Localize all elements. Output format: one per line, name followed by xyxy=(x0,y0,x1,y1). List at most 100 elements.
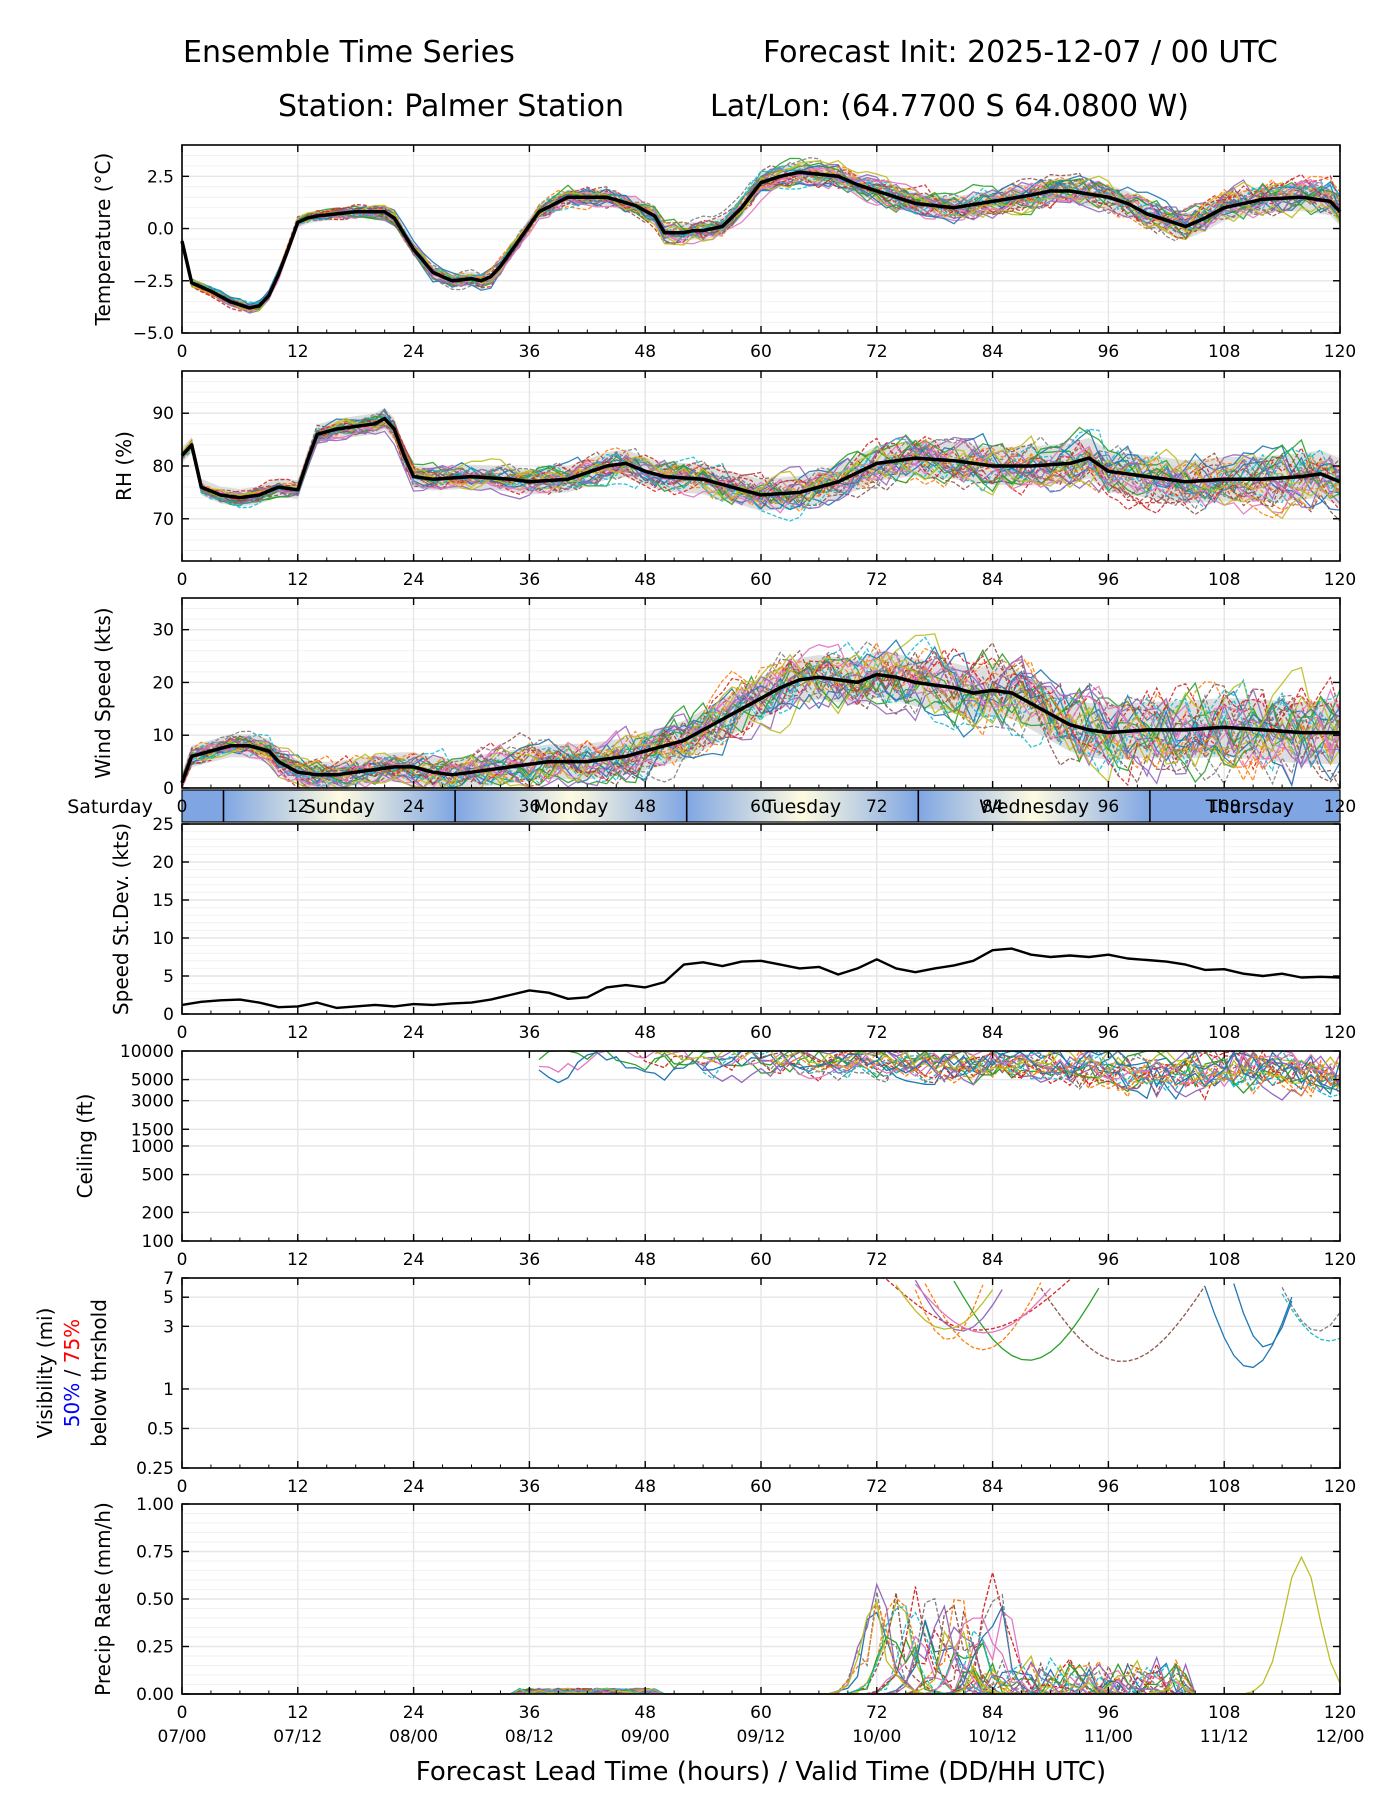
ceiling-xtick-label: 84 xyxy=(982,1250,1004,1270)
wind_speed-member-line xyxy=(181,651,1341,789)
visibility-sep: / xyxy=(60,1363,84,1382)
temperature-ytick-label: 2.5 xyxy=(147,167,174,187)
valid-time-label: 11/12 xyxy=(1200,1727,1249,1747)
wind_speed-xtick-label: 96 xyxy=(1098,797,1120,817)
ceiling-member-line xyxy=(828,1050,1341,1096)
ceiling-xtick-label: 72 xyxy=(866,1250,888,1270)
ensemble-mean-lines xyxy=(180,170,1342,1010)
visibility-xtick-label: 96 xyxy=(1098,1477,1120,1497)
ceiling-member-line xyxy=(538,1050,1341,1093)
ceiling-xtick-label: 108 xyxy=(1208,1250,1240,1270)
ceiling-member-line xyxy=(837,1050,1341,1098)
day-label: Saturday xyxy=(67,796,153,818)
ceiling-member-line xyxy=(837,1050,1341,1099)
panel-visibility xyxy=(181,1277,1341,1469)
precip_rate-ytick-label: 0.25 xyxy=(136,1638,174,1658)
speed_stdev-xtick-label: 72 xyxy=(866,1023,888,1043)
wind_speed-member-line xyxy=(181,633,1341,789)
wind_speed-member-line xyxy=(181,647,1341,784)
visibility-members xyxy=(885,1278,1341,1369)
speed_stdev-xtick-label: 0 xyxy=(177,1023,188,1043)
wind_speed-member-line xyxy=(181,655,1341,789)
ceiling-xtick-label: 36 xyxy=(519,1250,541,1270)
rh-xtick-label: 60 xyxy=(750,570,772,590)
rh-xtick-label: 108 xyxy=(1208,570,1240,590)
wind_speed-xtick-label: 60 xyxy=(750,797,772,817)
visibility-member-line xyxy=(1281,1286,1341,1332)
ceiling-ytick-label: 100 xyxy=(142,1232,174,1252)
rh-member-line xyxy=(181,412,1341,509)
rh-xtick-label: 72 xyxy=(866,570,888,590)
valid-time-label: 08/12 xyxy=(505,1727,554,1747)
ceiling-ytick-label: 1500 xyxy=(131,1120,174,1140)
station-latlon: Lat/Lon: (64.7700 S 64.0800 W) xyxy=(710,89,1190,124)
visibility-xtick-label: 48 xyxy=(634,1477,656,1497)
precip_rate-xtick-label: 36 xyxy=(519,1703,541,1723)
ceiling-ylabel: Ceiling (ft) xyxy=(73,1094,97,1199)
ceiling-ytick-label: 10000 xyxy=(120,1042,174,1062)
visibility-member-line xyxy=(914,1279,1003,1332)
temperature-xtick-label: 24 xyxy=(403,342,425,362)
speed_stdev-xtick-label: 120 xyxy=(1324,1023,1356,1043)
wind_speed-xtick-label: 24 xyxy=(403,797,425,817)
day-segment xyxy=(455,790,687,822)
rh-member-line xyxy=(181,408,1341,506)
visibility-member-line xyxy=(885,1278,1071,1331)
visibility-ylabel: Visibility (mi) xyxy=(33,1308,57,1439)
visibility-xtick-label: 108 xyxy=(1208,1477,1240,1497)
visibility-member-line xyxy=(895,1284,994,1330)
speed_stdev-xtick-label: 12 xyxy=(287,1023,309,1043)
day-segment xyxy=(1149,790,1340,822)
rh-ytick-label: 70 xyxy=(152,510,174,530)
temperature-member-line xyxy=(181,167,1341,304)
ceiling-member-line xyxy=(789,1049,1341,1088)
temperature-xtick-label: 120 xyxy=(1324,342,1356,362)
ceiling-xtick-label: 48 xyxy=(634,1250,656,1270)
precip_rate-xtick-label: 24 xyxy=(403,1703,425,1723)
visibility-axes xyxy=(181,1277,1341,1469)
ceiling-xtick-label: 96 xyxy=(1098,1250,1120,1270)
temperature-ytick-label: −5.0 xyxy=(133,324,174,344)
ceiling-ytick-label: 200 xyxy=(142,1203,174,1223)
visibility-ytick-label: 0.25 xyxy=(136,1459,174,1479)
rh-member-line xyxy=(181,417,1341,511)
visibility-threshold-label: 50% / 75% xyxy=(60,1319,84,1427)
rh-ytick-label: 90 xyxy=(152,404,174,424)
wind_speed-mean-line xyxy=(180,672,1340,784)
visibility-xtick-label: 12 xyxy=(287,1477,309,1497)
panel-frames xyxy=(181,144,1341,1695)
visibility-member-line xyxy=(1281,1293,1341,1342)
visibility-ylabel-sub: below thrshold xyxy=(87,1299,111,1447)
visibility-xtick-label: 36 xyxy=(519,1477,541,1497)
precip_rate-xtick-label: 12 xyxy=(287,1703,309,1723)
day-segment xyxy=(918,790,1150,822)
ceiling-axes xyxy=(181,1050,1341,1242)
wind_speed-xtick-label: 108 xyxy=(1208,797,1240,817)
visibility-ytick-label: 3 xyxy=(163,1317,174,1337)
ceiling-member-line xyxy=(770,1050,1341,1094)
speed_stdev-ylabel: Speed St.Dev. (kts) xyxy=(109,823,133,1015)
wind_speed-xtick-label: 0 xyxy=(177,797,188,817)
rh-xtick-label: 120 xyxy=(1324,570,1356,590)
visibility-xtick-label: 24 xyxy=(403,1477,425,1497)
visibility-ytick-label: 5 xyxy=(163,1288,174,1308)
wind_speed-member-line xyxy=(181,640,1341,789)
temperature-xtick-label: 12 xyxy=(287,342,309,362)
speed_stdev-ytick-label: 15 xyxy=(152,891,174,911)
speed_stdev-line xyxy=(181,947,1341,1010)
rh-xtick-label: 48 xyxy=(634,570,656,590)
visibility-member-line xyxy=(953,1280,1100,1361)
panel-precip_rate xyxy=(181,1503,1341,1695)
ceiling-member-line xyxy=(828,1050,1341,1089)
speed_stdev-xtick-label: 96 xyxy=(1098,1023,1120,1043)
wind_speed-ytick-label: 0 xyxy=(163,779,174,799)
temperature-member-line xyxy=(181,168,1341,311)
ceiling-xtick-label: 120 xyxy=(1324,1250,1356,1270)
ceiling-member-line xyxy=(702,1049,1341,1093)
ceiling-ytick-label: 1000 xyxy=(131,1137,174,1157)
temperature-xtick-label: 96 xyxy=(1098,342,1120,362)
rh-xtick-label: 36 xyxy=(519,570,541,590)
speed_stdev-ytick-label: 5 xyxy=(163,967,174,987)
rh-axes xyxy=(181,370,1341,562)
visibility-xtick-label: 60 xyxy=(750,1477,772,1497)
